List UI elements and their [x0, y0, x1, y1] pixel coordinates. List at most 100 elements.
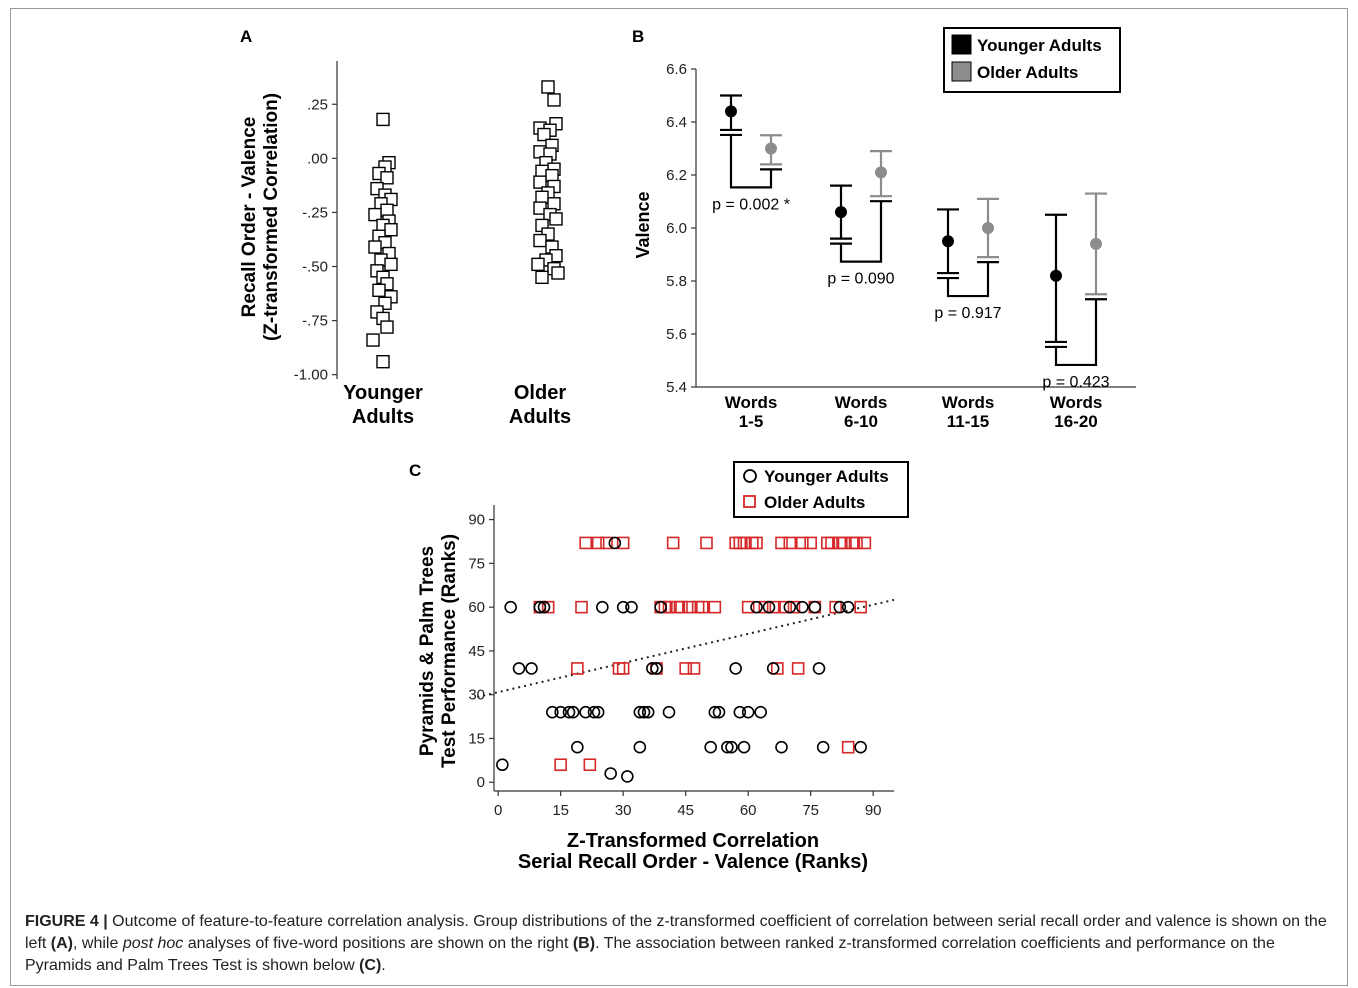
panel-c-point-older — [666, 536, 680, 550]
panel-c-ylabel-line2: Test Performance (Ranks) — [439, 534, 460, 768]
panel-c-point-younger — [633, 705, 647, 719]
panel-c-point-younger — [604, 767, 617, 780]
panel-c-point-older — [687, 662, 701, 675]
panel-c-point-younger — [729, 662, 742, 675]
panel-c-point-older — [679, 662, 692, 675]
panel-c-ylabel-line1: Pyramids & Palm Trees — [417, 546, 438, 756]
panel-b-legend-older: Older Adults — [977, 63, 1078, 82]
panel-c-point-younger — [562, 705, 576, 719]
panel-a-category-older-line1: Older — [514, 382, 566, 404]
panel-c-point-younger — [775, 740, 788, 754]
panel-c-point-older — [583, 758, 597, 772]
caption-ref-c: (C) — [359, 957, 382, 974]
caption-ref-b: (B) — [572, 935, 596, 952]
panel-a-point-younger — [366, 333, 380, 347]
panel-c-point-older — [696, 600, 709, 614]
panel-b-pvalue: p = 0.002 * — [712, 196, 790, 213]
panel-b-ytick-label: 6.0 — [666, 220, 687, 237]
panel-c-point-older — [746, 536, 759, 550]
panel-b-bracket — [729, 134, 773, 189]
panel-c-point-older — [683, 600, 697, 614]
panel-c-point-younger — [537, 600, 551, 614]
panel-c-point-older — [729, 536, 742, 550]
panel-c-point-younger — [571, 740, 584, 754]
panel-c-ytick-label: 0 — [477, 774, 485, 791]
panel-c-point-younger — [625, 600, 638, 614]
panel-a-point-older — [535, 270, 549, 285]
legend-swatch-older — [951, 61, 972, 82]
panel-b-mean-point — [875, 166, 887, 179]
panel-b-bracket — [946, 262, 990, 298]
panel-c-point-older — [733, 536, 747, 550]
panel-c-point-older — [779, 600, 792, 614]
panel-b-pvalue: p = 0.917 — [934, 305, 1001, 322]
panel-a-point-older — [531, 257, 545, 272]
panel-c-trendline — [477, 598, 895, 699]
panel-b-ytick-label: 5.8 — [666, 273, 687, 290]
panel-c-point-older — [662, 600, 676, 614]
panel-c-point-younger — [712, 705, 726, 719]
panel-a-ytick-label: -.25 — [302, 204, 328, 221]
panel-a-point-older — [533, 175, 547, 189]
panel-a-point-older — [537, 127, 551, 142]
panel-c-point-older — [541, 600, 555, 614]
panel-c-point-younger — [496, 758, 509, 772]
panel-b-bracket — [1054, 299, 1098, 367]
panel-label-b: B — [632, 27, 644, 46]
panel-c-point-older — [846, 536, 859, 550]
panel-c-point-older — [850, 536, 863, 550]
panel-b-category-line2: 16-20 — [1054, 412, 1097, 431]
panel-b-ytick-label: 5.4 — [666, 379, 687, 396]
panel-c-point-younger — [646, 662, 659, 675]
figure-graphics: A B C .25 .00 -.25 -.50 -.75 -1.00 Recall Ord… — [239, 27, 1136, 873]
panel-a-category-older-line2: Adults — [509, 406, 571, 428]
panel-a-point-younger — [372, 283, 386, 298]
panel-b-mean-point — [1090, 237, 1102, 250]
panel-c-point-younger — [854, 740, 867, 754]
panel-a-ytick-label: .00 — [307, 150, 328, 167]
panel-c-point-younger — [708, 705, 722, 719]
panel-c-point-older — [796, 536, 809, 550]
panel-c-point-younger — [796, 600, 809, 614]
panel-c-point-older — [829, 600, 842, 614]
panel-c-point-younger — [596, 600, 609, 614]
panel-a-point-older — [547, 93, 561, 107]
panel-c-point-older — [616, 536, 630, 550]
panel-c-point-younger — [608, 536, 622, 550]
panel-c-point-older — [741, 600, 755, 614]
panel-a-ytick-label: .25 — [307, 96, 328, 113]
panel-a-ytick-label: -.50 — [302, 259, 328, 276]
panel-c-xlabel-line2: Serial Recall Order - Valence (Ranks) — [518, 851, 868, 873]
panel-b-mean-point — [725, 105, 737, 118]
panel-c-xtick-label: 60 — [740, 802, 757, 819]
panel-b-category-line2: 6-10 — [844, 412, 878, 431]
panel-label-c: C — [409, 461, 421, 480]
legend-marker-older — [743, 495, 756, 508]
panel-c-point-older — [833, 536, 847, 550]
panel-c-point-younger — [704, 740, 717, 754]
panel-c-point-younger — [641, 705, 655, 719]
panel-c-point-younger — [654, 600, 667, 614]
panel-c-point-older — [787, 600, 801, 614]
panel-c-point-older — [804, 536, 817, 550]
panel-c-point-younger — [587, 705, 601, 719]
panel-a-ylabel-line2: (Z-transformed Correlation) — [261, 93, 282, 341]
legend-marker-younger — [743, 469, 757, 483]
panel-a-point-older — [551, 266, 565, 280]
caption-italic: post hoc — [122, 935, 184, 952]
panel-c-point-younger — [725, 740, 738, 754]
caption-text-1: Outcome of feature-to-feature correlatio… — [25, 913, 1327, 952]
panel-c-point-older — [758, 600, 772, 614]
panel-c-point-younger — [833, 600, 847, 614]
panel-c-ytick-label: 30 — [468, 687, 485, 704]
figure-frame: A B C .25.00 -.25 -.50 -.75 -1.00 Recall Ord… — [10, 8, 1348, 986]
panel-c-ytick-label: 15 — [468, 730, 485, 747]
panel-c-point-older — [766, 600, 780, 614]
panel-a-point-younger — [380, 171, 394, 185]
panel-b-pvalue: p = 0.423 — [1042, 374, 1109, 391]
panel-b-ytick-label: 6.4 — [666, 114, 687, 131]
panel-c-point-older — [783, 536, 797, 550]
panel-c-point-older — [821, 536, 834, 550]
panel-c-point-older — [700, 536, 713, 550]
panel-c-point-older — [841, 740, 855, 754]
